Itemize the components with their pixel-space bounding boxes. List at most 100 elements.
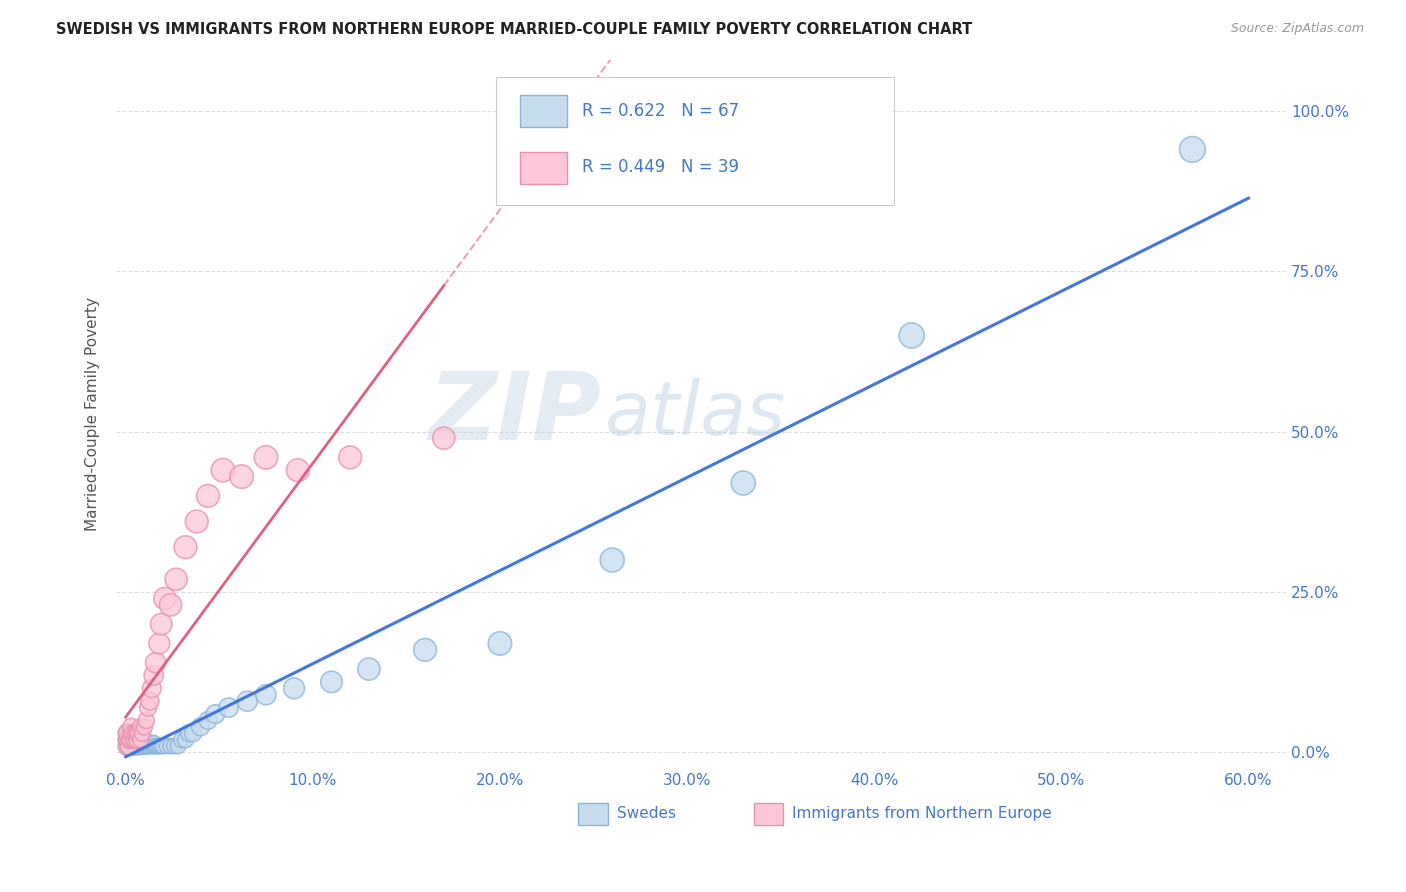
Point (150, 739, 173, 753)
Point (118, 726, 141, 740)
FancyBboxPatch shape (496, 78, 894, 205)
Bar (754, 803, 783, 825)
Bar (520, 152, 567, 184)
Point (124, 732, 146, 747)
Point (118, 732, 141, 747)
Point (128, 739, 150, 753)
Point (139, 694, 162, 708)
Point (131, 739, 153, 753)
Point (170, 732, 193, 747)
Point (152, 739, 174, 753)
Point (733, 476, 755, 491)
Point (120, 720, 142, 734)
Point (489, 636, 512, 650)
Text: SWEDISH VS IMMIGRANTS FROM NORTHERN EUROPE MARRIED-COUPLE FAMILY POVERTY CORRELA: SWEDISH VS IMMIGRANTS FROM NORTHERN EURO… (56, 22, 973, 37)
Point (136, 700, 159, 714)
Point (231, 469, 253, 483)
Point (254, 450, 277, 465)
Point (181, 726, 204, 740)
Point (218, 700, 240, 714)
Point (156, 739, 179, 753)
Point (186, 515, 208, 529)
Point (117, 726, 139, 740)
Point (142, 736, 165, 750)
Point (129, 720, 152, 734)
Point (120, 726, 142, 740)
Point (124, 739, 146, 753)
Point (141, 739, 163, 753)
Text: Source: ZipAtlas.com: Source: ZipAtlas.com (1230, 22, 1364, 36)
Point (136, 736, 159, 750)
Point (128, 736, 150, 750)
Point (145, 656, 167, 670)
Point (129, 736, 152, 750)
Text: R = 0.449   N = 39: R = 0.449 N = 39 (582, 159, 738, 177)
Point (120, 726, 142, 740)
Point (117, 732, 139, 747)
Point (125, 739, 148, 753)
Point (150, 617, 173, 632)
Point (142, 668, 165, 682)
Point (128, 726, 150, 740)
Point (433, 431, 456, 445)
Point (134, 739, 156, 753)
Y-axis label: Married-Couple Family Poverty: Married-Couple Family Poverty (86, 297, 100, 531)
Point (134, 736, 156, 750)
Point (141, 681, 163, 696)
Point (163, 739, 186, 753)
Point (146, 739, 169, 753)
Point (145, 739, 167, 753)
Point (212, 463, 235, 477)
Point (129, 732, 152, 747)
Text: Swedes: Swedes (617, 805, 676, 821)
Point (129, 732, 152, 747)
Point (125, 736, 148, 750)
Point (179, 726, 201, 740)
Point (413, 643, 436, 657)
Point (142, 739, 165, 753)
Point (600, 553, 623, 567)
Text: atlas: atlas (605, 378, 786, 450)
Point (124, 736, 146, 750)
Point (122, 730, 145, 744)
Point (165, 572, 187, 586)
Point (153, 591, 176, 606)
Point (134, 720, 156, 734)
Point (159, 739, 181, 753)
Point (125, 732, 148, 747)
Point (135, 714, 157, 728)
Text: ZIP: ZIP (429, 368, 602, 460)
Point (321, 674, 343, 689)
Point (1181, 143, 1204, 157)
Point (120, 732, 142, 747)
Point (148, 636, 170, 650)
Point (900, 328, 922, 343)
Point (197, 714, 219, 728)
Bar (520, 95, 567, 127)
Point (167, 739, 190, 753)
Text: Immigrants from Northern Europe: Immigrants from Northern Europe (793, 805, 1052, 821)
Point (129, 739, 152, 753)
Point (120, 736, 142, 750)
Point (159, 598, 181, 612)
Point (125, 732, 148, 747)
Point (118, 739, 141, 753)
Point (117, 739, 139, 753)
Point (120, 739, 142, 753)
Bar (578, 803, 607, 825)
Point (174, 732, 197, 747)
Point (135, 739, 157, 753)
Point (357, 662, 380, 676)
Point (124, 732, 146, 747)
Text: R = 0.622   N = 67: R = 0.622 N = 67 (582, 102, 740, 120)
Point (131, 726, 153, 740)
Point (118, 732, 141, 747)
Point (122, 732, 145, 747)
Point (139, 736, 162, 750)
Point (124, 726, 146, 740)
Point (122, 739, 145, 753)
Point (174, 540, 197, 554)
Point (204, 706, 226, 721)
Point (117, 739, 139, 753)
Point (118, 736, 141, 750)
